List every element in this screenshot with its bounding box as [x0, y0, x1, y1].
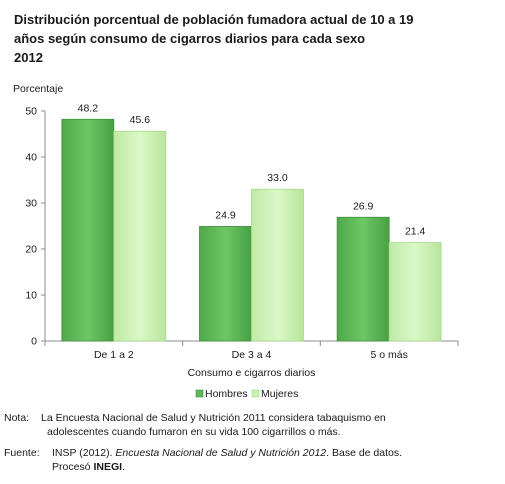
- bar-mujeres: [113, 130, 167, 342]
- fuente-label: Fuente:: [4, 447, 40, 459]
- data-label: 45.6: [130, 114, 151, 126]
- legend-label-hombres: Hombres: [205, 388, 248, 400]
- data-label: 48.2: [78, 102, 99, 114]
- data-label: 21.4: [405, 226, 426, 238]
- nota-line-1: La Encuesta Nacional de Salud y Nutrició…: [41, 412, 386, 424]
- fuente-text: INSP (2012). Encuesta Nacional de Salud …: [52, 446, 472, 474]
- legend-label-mujeres: Mujeres: [261, 388, 298, 400]
- bar-mujeres: [251, 188, 304, 342]
- nota-label: Nota:: [4, 412, 30, 424]
- y-tick-label: 0: [31, 336, 37, 348]
- legend-swatch-mujeres: [251, 389, 260, 398]
- y-tick-label: 40: [25, 152, 37, 164]
- procesado-prefix: Procesó: [52, 461, 94, 473]
- x-tick-label: De 1 a 2: [94, 349, 134, 361]
- title-line-3: 2012: [14, 50, 43, 65]
- x-tick-label: De 3 a 4: [232, 349, 272, 361]
- y-tick-label: 10: [25, 290, 37, 302]
- x-axis-label: Consumo e cigarros diarios: [188, 367, 316, 379]
- x-tick-label: 5 o más: [370, 349, 407, 361]
- fuente-prefix: INSP (2012).: [52, 447, 116, 459]
- data-label: 24.9: [215, 209, 236, 221]
- nota-text: La Encuesta Nacional de Salud y Nutrició…: [41, 411, 461, 439]
- fuente-italic: Encuesta Nacional de Salud y Nutrición 2…: [115, 447, 327, 459]
- bar-hombres: [199, 226, 252, 342]
- bar-hombres: [336, 216, 390, 342]
- fuente-line-1: INSP (2012). Encuesta Nacional de Salud …: [52, 446, 472, 460]
- data-label: 33.0: [267, 172, 288, 184]
- title-line-1: Distribución porcentual de población fum…: [14, 12, 414, 27]
- y-tick-label: 20: [25, 244, 37, 256]
- y-tick-label: 30: [25, 198, 37, 210]
- bar-chart: Porcentaje 0 10 20 30 40 50 48.2 45.6 De 1 a 2 24.…: [13, 83, 459, 400]
- title-line-2: años según consumo de cigarros diarios p…: [14, 31, 366, 46]
- y-tick-label: 50: [25, 106, 37, 118]
- y-axis-label: Porcentaje: [13, 83, 63, 95]
- procesado-bold: INEGI: [93, 461, 123, 473]
- data-label: 26.9: [353, 200, 374, 212]
- legend-swatch-hombres: [195, 389, 204, 398]
- bar-mujeres: [388, 242, 442, 342]
- procesado-suffix: .: [122, 461, 125, 473]
- fuente-line-2: Procesó INEGI.: [52, 460, 472, 474]
- fuente-suffix: . Base de datos.: [326, 447, 403, 459]
- nota-line-2: adolescentes cuando fumaron en su vida 1…: [47, 426, 341, 438]
- bar-hombres: [61, 118, 115, 342]
- chart-title: Distribución porcentual de población fum…: [14, 10, 484, 67]
